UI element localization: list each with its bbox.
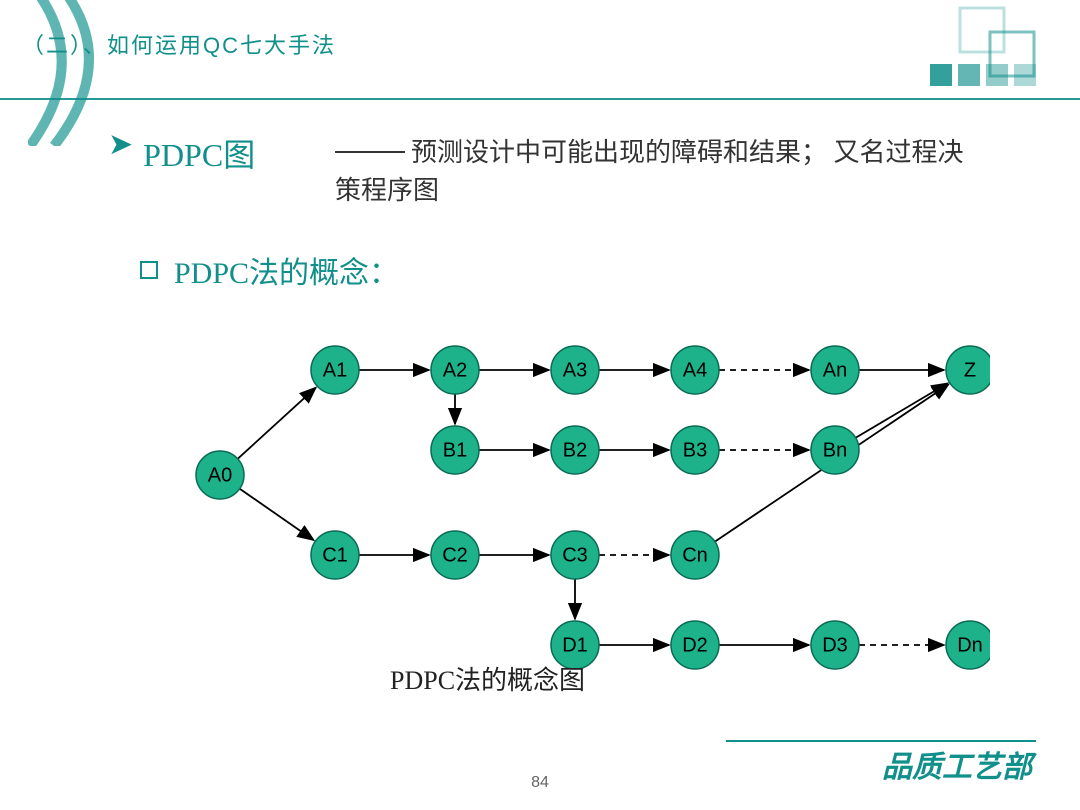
bullet1-description: 预测设计中可能出现的障碍和结果； 又名过程决 策程序图 xyxy=(335,134,965,209)
section-heading: （二）、如何运用QC七大手法 xyxy=(22,28,336,60)
triangle-bullet-icon: ➤ xyxy=(108,130,133,160)
corner-curves-icon xyxy=(28,0,138,146)
node-label-A3: A3 xyxy=(563,359,587,381)
page-number: 84 xyxy=(531,774,549,792)
header-bar: （二）、如何运用QC七大手法 xyxy=(0,0,1080,102)
node-label-Bn: Bn xyxy=(823,439,847,461)
section-heading-text: （二）、如何运用QC七大手法 xyxy=(22,33,336,58)
bullet-level2: PDPC法的概念： xyxy=(140,248,399,292)
node-label-Cn: Cn xyxy=(682,544,708,566)
node-label-An: An xyxy=(823,359,847,381)
node-label-B1: B1 xyxy=(443,439,467,461)
edge-A0-C1 xyxy=(240,489,314,540)
leader-line xyxy=(335,151,405,153)
bullet1-title: PDPC图 xyxy=(143,130,255,176)
pdpc-diagram: A0 A1 A2 A3 A4 An Z B1 B2 B3 Bn C1 C2 C3 Cn D1 D2 D3 Dn xyxy=(170,330,990,710)
node-label-A0: A0 xyxy=(208,464,232,486)
edge-Bn-Z xyxy=(856,383,948,438)
node-label-A1: A1 xyxy=(323,359,347,381)
node-label-Dn: Dn xyxy=(957,634,983,656)
node-label-C2: C2 xyxy=(442,544,468,566)
node-label-Z: Z xyxy=(964,359,976,381)
node-label-C3: C3 xyxy=(562,544,588,566)
bullet2-text: PDPC法的概念： xyxy=(174,248,399,292)
header-rule xyxy=(0,98,1080,100)
node-label-A4: A4 xyxy=(683,359,707,381)
edge-A0-A1 xyxy=(238,388,316,459)
slide: （二）、如何运用QC七大手法 ➤ PDPC图 预测设计中可能出现的障碍和结果； … xyxy=(0,0,1080,810)
square-bullet-icon xyxy=(140,261,158,279)
bullet1-desc-line1: 预测设计中可能出现的障碍和结果； 又名过程决 xyxy=(411,138,964,167)
diagram-caption: PDPC法的概念图 xyxy=(390,660,585,697)
node-label-D2: D2 xyxy=(682,634,708,656)
corner-squares-icon xyxy=(840,2,1060,98)
node-label-D1: D1 xyxy=(562,634,588,656)
node-label-A2: A2 xyxy=(443,359,467,381)
node-label-B2: B2 xyxy=(563,439,587,461)
node-label-C1: C1 xyxy=(322,544,348,566)
bullet-level1: ➤ PDPC图 xyxy=(108,130,255,176)
bullet1-desc-line2: 策程序图 xyxy=(335,176,439,205)
footer-department: 品质工艺部 xyxy=(882,742,1032,786)
node-label-B3: B3 xyxy=(683,439,707,461)
node-label-D3: D3 xyxy=(822,634,848,656)
